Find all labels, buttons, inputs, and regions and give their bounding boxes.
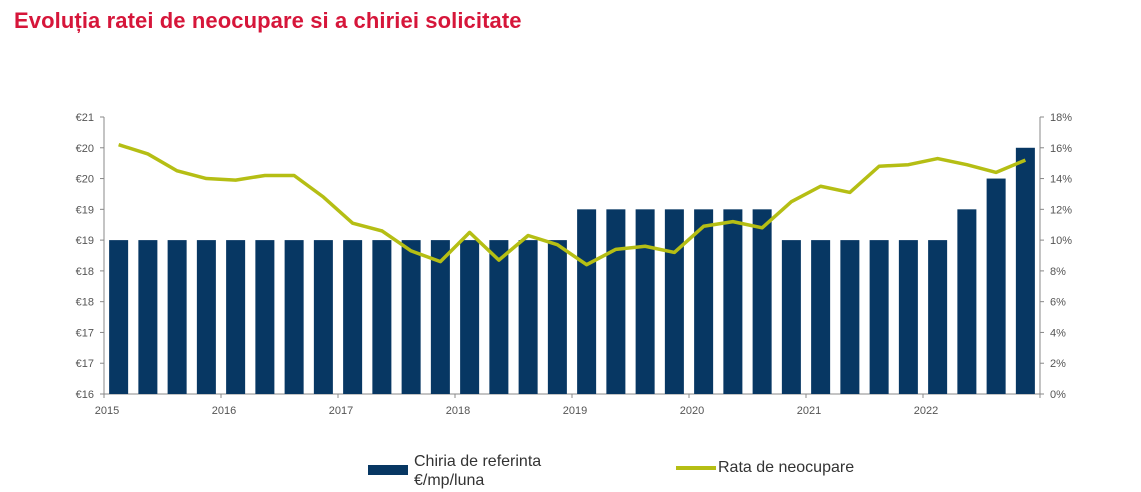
x-tick-label: 2019 — [563, 405, 587, 417]
bar — [577, 209, 597, 394]
bar — [869, 240, 889, 394]
axes-group: €16 €17 €17 €18 €18 €19 €19 €20 €20 €21 0% 2% 4% 6% 8%… — [76, 112, 1073, 417]
bar — [255, 240, 275, 394]
right-tick-label: 4% — [1050, 327, 1066, 339]
bar — [313, 240, 333, 394]
x-tick-label: 2018 — [446, 405, 470, 417]
bar — [284, 240, 304, 394]
legend-bar-label-line1: Chiria de referinta — [414, 453, 542, 470]
right-tick-label: 2% — [1050, 358, 1066, 370]
combo-chart: €16 €17 €17 €18 €18 €19 €19 €20 €20 €21 0% 2% 4% 6% 8%… — [76, 112, 1073, 417]
legend-line-swatch — [676, 466, 716, 470]
bar — [109, 240, 129, 394]
bar — [898, 240, 918, 394]
bar — [957, 209, 977, 394]
bar — [167, 240, 187, 394]
right-tick-label: 14% — [1050, 174, 1072, 186]
left-tick-label: €17 — [76, 327, 94, 339]
right-tick-label: 0% — [1050, 389, 1066, 401]
bar — [781, 240, 801, 394]
chart-title: Evoluția ratei de neocupare si a chiriei… — [14, 8, 522, 33]
bar — [547, 240, 567, 394]
right-tick-label: 16% — [1050, 143, 1072, 155]
bar — [752, 209, 772, 394]
left-tick-label: €17 — [76, 358, 94, 370]
bar — [811, 240, 831, 394]
x-tick-label: 2017 — [329, 405, 353, 417]
x-tick-label: 2022 — [914, 405, 938, 417]
bar — [1015, 147, 1035, 394]
bar — [518, 240, 538, 394]
vacancy-rate-line — [118, 143, 1027, 267]
bar — [226, 240, 246, 394]
legend-bar-label: Chiria de referinta €/mp/luna — [414, 452, 541, 490]
right-tick-label: 18% — [1050, 112, 1072, 124]
x-tick-label: 2015 — [95, 405, 119, 417]
bar — [723, 209, 743, 394]
left-tick-label: €18 — [76, 266, 94, 278]
legend-line-label: Rata de neocupare — [718, 459, 855, 476]
bar — [489, 240, 509, 394]
bar — [986, 178, 1006, 394]
left-tick-label: €19 — [76, 204, 94, 216]
right-tick-label: 8% — [1050, 266, 1066, 278]
left-tick-label: €20 — [76, 174, 94, 186]
left-tick-label: €21 — [76, 112, 94, 124]
x-tick-label: 2020 — [680, 405, 704, 417]
bar — [635, 209, 655, 394]
right-tick-label: 6% — [1050, 297, 1066, 309]
bar — [694, 209, 714, 394]
left-tick-label: €18 — [76, 297, 94, 309]
x-tick-label: 2021 — [797, 405, 821, 417]
bar — [840, 240, 860, 394]
line-group — [118, 143, 1027, 267]
bar — [430, 240, 450, 394]
bar — [372, 240, 392, 394]
bar — [664, 209, 684, 394]
bar — [928, 240, 948, 394]
x-tick-label: 2016 — [212, 405, 236, 417]
right-tick-label: 10% — [1050, 235, 1072, 247]
right-tick-label: 12% — [1050, 204, 1072, 216]
bars-group — [109, 147, 1035, 394]
bar — [401, 240, 421, 394]
bar — [460, 240, 480, 394]
bar — [138, 240, 158, 394]
legend-bar-swatch — [368, 465, 408, 475]
bar — [606, 209, 626, 394]
legend-bar-label-line2: €/mp/luna — [414, 472, 485, 489]
bar — [196, 240, 216, 394]
left-tick-label: €19 — [76, 235, 94, 247]
bar — [343, 240, 363, 394]
left-tick-label: €20 — [76, 143, 94, 155]
left-tick-label: €16 — [76, 389, 94, 401]
